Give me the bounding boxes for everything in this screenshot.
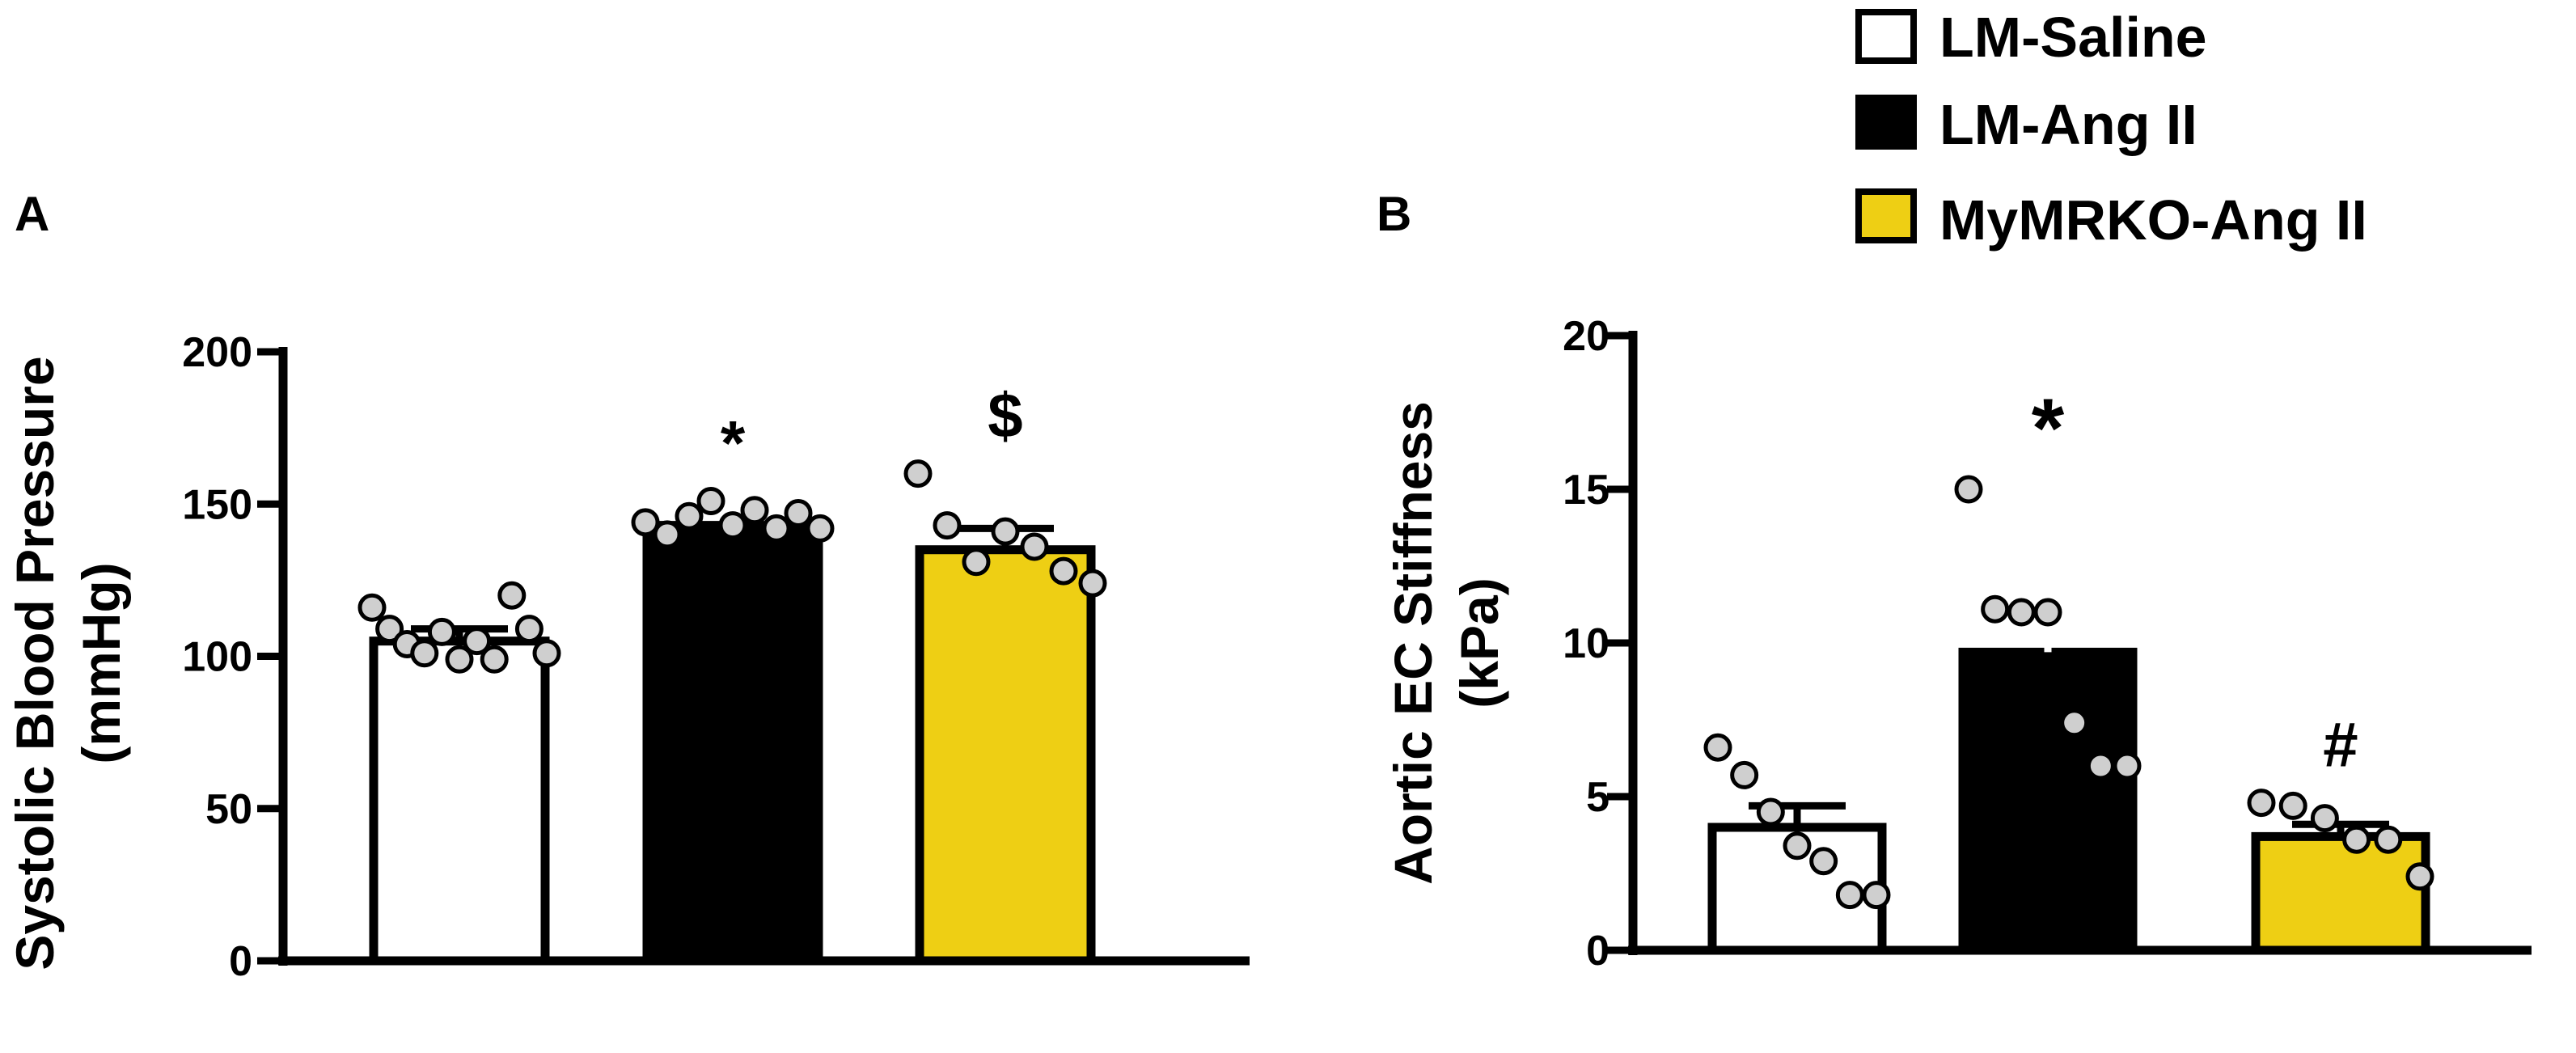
panel-a-data-point: [480, 645, 509, 674]
panel-b-data-point: [2278, 791, 2307, 820]
panel-a-data-point: [497, 581, 527, 610]
panel-a-y-tick-label: 50: [205, 786, 252, 833]
panel-a-data-point: [675, 501, 704, 531]
legend-label-lm-saline: LM-Saline: [1939, 6, 2207, 69]
legend: LM-Saline LM-Ang II MyMRKO-Ang II: [1855, 6, 2367, 252]
panel-letter-a: A: [15, 187, 49, 241]
legend-swatch-lm-saline: [1855, 9, 1917, 64]
panel-b-data-point: [1756, 797, 1785, 827]
panel-b-data-point: [2033, 598, 2062, 627]
panel-b-y-tick-label: 0: [1586, 928, 1609, 975]
panel-a-data-point: [514, 615, 544, 644]
legend-swatch-lm-ang-ii: [1855, 95, 1917, 150]
panel-b-data-point: [2374, 825, 2403, 854]
panel-b-bar-2: [1958, 647, 2138, 955]
plot-panel-b: * #0 5 10 15 20: [1563, 313, 2532, 975]
legend-swatch-mymrko-ang-ii: [1855, 188, 1917, 243]
panel-b-data-point: [2247, 789, 2276, 818]
panel-a-data-point: [631, 508, 660, 537]
panel-b-data-point: [2342, 825, 2371, 854]
panel-a-data-point: [653, 520, 682, 549]
panel-b-data-point: [1954, 475, 1983, 504]
y-axis-title-a-line-1: Systolic Blood Pressure: [5, 356, 65, 970]
panel-a-data-point: [962, 548, 991, 577]
panel-letter-b: B: [1377, 187, 1411, 241]
panel-a-data-point: [903, 459, 933, 488]
panel-a-bar-3: [915, 545, 1096, 966]
panel-a-data-point: [784, 499, 813, 528]
panel-a-data-point: [410, 639, 439, 668]
panel-a-y-tick-label: 100: [182, 634, 252, 681]
panel-a-y-tick-label: 200: [182, 329, 252, 376]
panel-b-data-point: [1862, 881, 1891, 910]
panel-b-y-tick-label: 5: [1586, 774, 1609, 821]
panel-a-data-point: [696, 486, 725, 515]
plot-panel-a: * $0 50 100 150 200: [182, 329, 1250, 985]
legend-label-mymrko-ang-ii: MyMRKO-Ang II: [1939, 188, 2367, 252]
panel-a-data-point: [1078, 569, 1107, 598]
panel-a-data-point: [532, 639, 561, 668]
panel-b-bar-3: [2251, 831, 2430, 955]
panel-b-data-point: [2060, 708, 2089, 738]
panel-a-data-point: [445, 645, 474, 674]
panel-a-data-point: [991, 517, 1020, 546]
panel-b-data-point: [1703, 733, 1732, 762]
panel-a-data-point: [463, 627, 492, 656]
panel-a-data-point: [357, 593, 387, 622]
panel-a-bar-1: [369, 636, 550, 966]
y-axis-title-b-line-2: (kPa): [1449, 577, 1509, 708]
panel-b-y-tick-label: 20: [1563, 313, 1609, 360]
panel-b-significance-2: *: [2032, 382, 2065, 476]
panel-a-data-point: [933, 511, 962, 540]
panel-b-data-point: [2007, 598, 2036, 627]
panel-a-data-point: [718, 511, 747, 540]
panel-b-data-point: [2310, 804, 2339, 833]
panel-a-significance-2: *: [721, 407, 746, 478]
y-axis-title-b-line-1: Aortic EC Stiffness: [1383, 401, 1443, 885]
panel-a-data-point: [427, 617, 456, 646]
panel-a-y-tick-label: 0: [229, 938, 252, 985]
legend-label-lm-ang-ii: LM-Ang II: [1939, 93, 2197, 156]
panel-a-data-point: [375, 615, 404, 644]
panel-a-data-point: [1049, 556, 1078, 586]
panel-b-data-point: [1835, 881, 1864, 910]
panel-a-data-point: [806, 514, 835, 543]
y-axis-title-a: Systolic Blood Pressure (mmHg): [5, 356, 131, 970]
y-axis-title-a-line-2: (mmHg): [71, 562, 131, 763]
panel-b-data-point: [2086, 751, 2115, 780]
y-axis-title-b: Aortic EC Stiffness (kPa): [1383, 401, 1509, 885]
panel-b-y-tick-label: 10: [1563, 620, 1609, 667]
panel-b-data-point: [1783, 831, 1812, 861]
panel-a-bar-2: [642, 521, 823, 966]
panel-b-data-point: [2405, 862, 2434, 891]
panel-b-significance-3: #: [2323, 709, 2358, 780]
panel-a-y-tick-label: 150: [182, 481, 252, 528]
panel-b-data-point: [1730, 760, 1759, 789]
panel-a-data-point: [740, 496, 769, 525]
panel-b-data-point: [1809, 847, 1838, 876]
panel-b-y-tick-label: 15: [1563, 467, 1609, 514]
panel-a-significance-3: $: [988, 380, 1022, 451]
panel-b-data-point: [1981, 594, 2010, 624]
panel-a-data-point: [1020, 532, 1049, 561]
panel-a-data-point: [762, 514, 791, 543]
panel-b-data-point: [2113, 751, 2142, 780]
